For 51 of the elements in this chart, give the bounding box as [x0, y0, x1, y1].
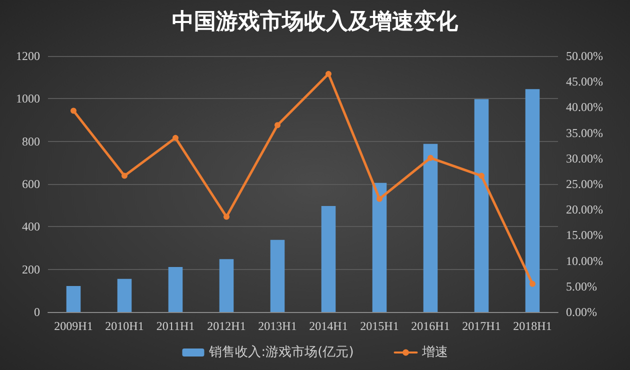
y2-tick-label: 15.00% [566, 228, 603, 242]
y2-tick-label: 25.00% [566, 177, 603, 191]
y-tick-label: 0 [34, 305, 40, 319]
y-tick-label: 1200 [16, 49, 40, 63]
x-tick-label: 2015H1 [360, 319, 399, 333]
bar [525, 89, 540, 312]
y-tick-label: 200 [22, 262, 40, 276]
x-tick-label: 2009H1 [54, 319, 93, 333]
point [530, 280, 536, 287]
y2-tick-label: 45.00% [566, 74, 603, 89]
y2-tick-label: 10.00% [566, 254, 603, 268]
point [274, 122, 280, 128]
bar [423, 144, 438, 312]
legend-label: 销售收入:游戏市场(亿元) [208, 345, 354, 360]
point [428, 154, 434, 161]
bar [219, 259, 234, 312]
y2-tick-label: 30.00% [566, 151, 603, 166]
y2-tick-label: 0.00% [566, 305, 597, 319]
point [376, 196, 382, 202]
x-tick-label: 2016H1 [411, 319, 450, 333]
x-tick-label: 2018H1 [513, 319, 552, 333]
y2-tick-label: 40.00% [566, 100, 603, 114]
point [326, 70, 332, 77]
y2-tick-label: 20.00% [566, 202, 603, 217]
y2-tick-label: 5.00% [566, 279, 597, 294]
y-tick-label: 600 [22, 177, 40, 191]
x-tick-label: 2017H1 [462, 319, 501, 333]
x-tick-label: 2013H1 [258, 319, 297, 333]
bar [117, 278, 132, 312]
y2-tick-label: 35.00% [566, 126, 603, 140]
bar [474, 99, 489, 312]
x-tick-label: 2014H1 [309, 319, 348, 333]
y2-tick-label: 50.00% [566, 49, 603, 63]
legend-label: 增速 [420, 345, 448, 360]
x-tick-label: 2010H1 [105, 319, 144, 333]
bar [372, 182, 387, 312]
x-tick-label: 2012H1 [207, 319, 246, 333]
bar [270, 240, 285, 312]
point [70, 108, 76, 114]
point [478, 172, 484, 179]
bar [168, 266, 183, 312]
point [172, 134, 178, 141]
point [122, 172, 128, 179]
chart-title: 中国游戏市场收入及增速变化 [172, 8, 459, 34]
y-tick-label: 1000 [16, 92, 40, 106]
point [224, 214, 230, 220]
y-tick-label: 800 [22, 134, 40, 148]
bar [66, 286, 81, 312]
x-tick-label: 2011H1 [156, 319, 195, 333]
bar [321, 206, 336, 312]
y-tick-label: 400 [22, 220, 40, 234]
